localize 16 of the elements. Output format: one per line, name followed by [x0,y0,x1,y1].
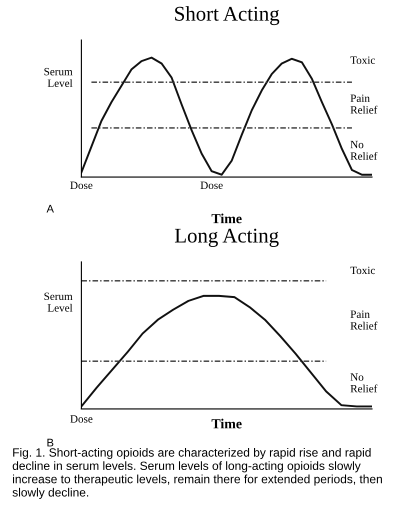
text: Toxic [350,266,375,274]
annotation: Pain Relief [350,310,378,330]
text: Dose [70,415,92,423]
text: A [46,204,54,213]
caption: Fig. 1. Short-acting opioids are characterized by rapid rise and rapid decline in serum levels. Serum levels of long-acting opioids slowly increase to therapeutic levels, remain there for extended periods, then slowly decline. [12,448,382,499]
chart-title: Long Acting [174,228,279,247]
y-axis-title: Serum Level [44,68,73,88]
annotation: Pain Relief [350,94,378,114]
annotation: No Relief [350,140,378,160]
annotation: No Relief [350,373,378,392]
chart-title: Short Acting [175,6,280,26]
x-axis-title: Time [212,214,242,224]
x-axis-title: Time [212,418,242,428]
text: B [47,438,54,446]
y-axis-title: Serum Level [44,292,73,312]
annotation: Toxic [350,56,375,64]
